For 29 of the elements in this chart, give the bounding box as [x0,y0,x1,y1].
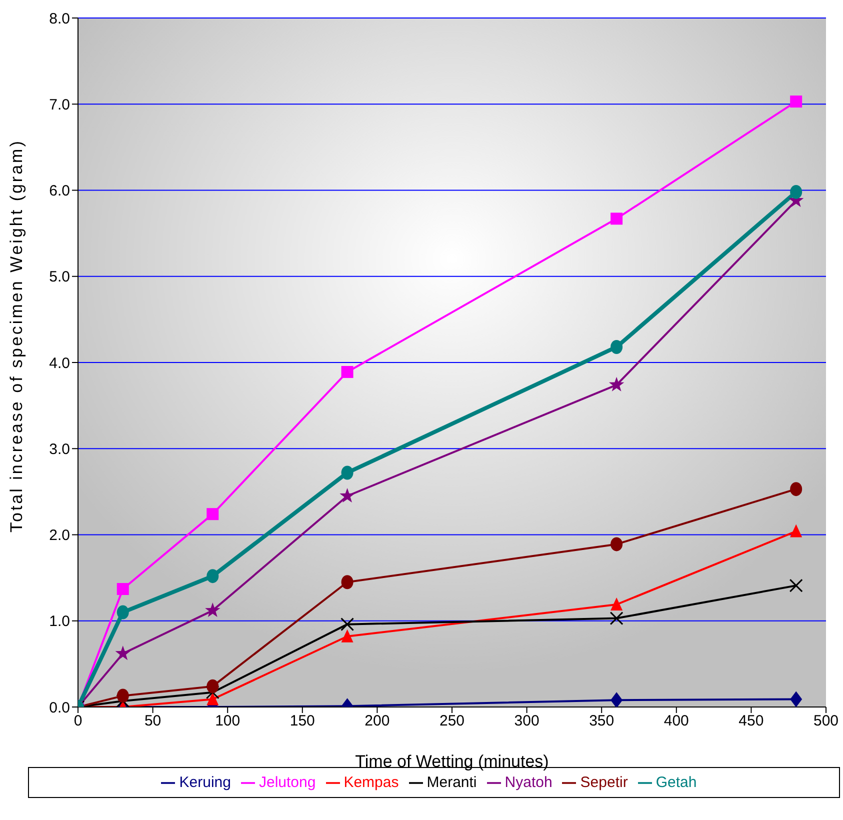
y-tick-label: 1.0 [49,613,70,630]
legend-label: Kempas [344,774,399,791]
x-tick-label: 50 [144,712,162,730]
y-tick-label: 4.0 [49,354,70,372]
legend-label: Meranti [426,774,477,791]
x-tick-label: 450 [738,712,764,730]
y-tick-label: 0.0 [49,699,70,716]
legend-label: Keruing [179,774,231,791]
y-tick-label: 6.0 [49,182,70,200]
x-tick-label: 150 [290,712,315,730]
x-tick-label: 100 [215,712,240,730]
y-axis-title: Total increase of specimen Weight (gram) [7,139,26,532]
x-tick-label: 300 [514,712,540,730]
x-tick-label: 350 [589,712,614,730]
y-tick-label: 3.0 [49,440,70,458]
x-tick-label: 200 [364,712,390,730]
legend-label: Jelutong [258,774,316,791]
y-tick-label: 7.0 [49,96,70,114]
legend-label: Nyatoh [504,774,552,791]
y-tick-label: 2.0 [49,527,70,544]
x-axis-title: Time of Wetting (minutes) [355,752,549,771]
x-tick-label: 0 [74,712,82,730]
x-tick-label: 250 [439,712,465,730]
x-tick-label: 500 [813,712,839,730]
legend-label: Sepetir [580,774,628,791]
y-tick-label: 8.0 [49,10,70,28]
legend-label: Getah [656,774,697,791]
y-tick-label: 5.0 [49,268,70,286]
x-tick-label: 400 [664,712,689,730]
